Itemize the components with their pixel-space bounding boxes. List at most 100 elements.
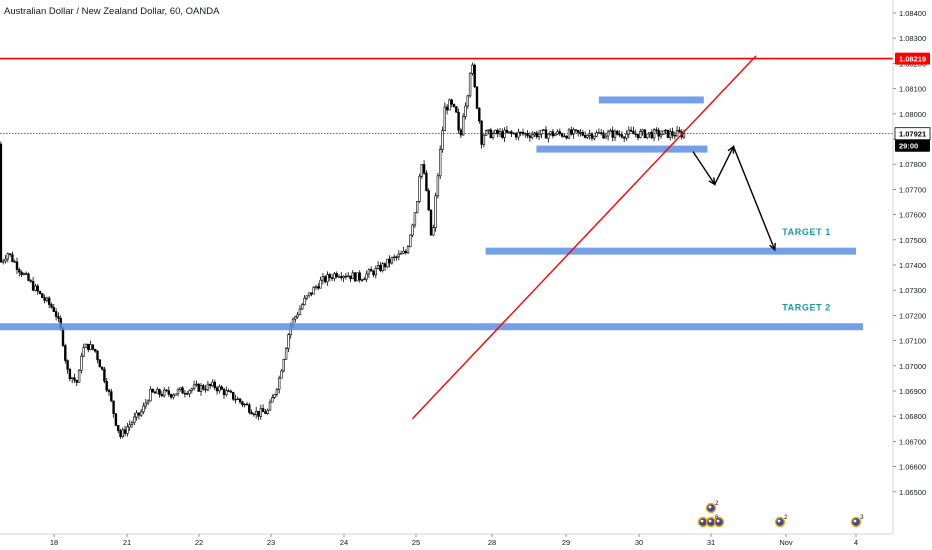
candle-down (590, 133, 594, 139)
candle-down (340, 276, 343, 279)
candle-up (448, 99, 451, 111)
candle-up (305, 295, 308, 299)
candle-up (464, 105, 467, 117)
candle-up (639, 131, 642, 139)
candle-up (604, 135, 608, 139)
candle-down (73, 377, 76, 381)
candle-down (344, 275, 348, 278)
candle-down (678, 129, 681, 133)
annotations: TARGET 1 TARGET 2 (782, 227, 830, 313)
candle-down (234, 398, 237, 401)
zone-band[interactable] (485, 247, 856, 255)
candle-down (629, 129, 633, 132)
candle-up (277, 377, 281, 390)
candle-down (323, 276, 327, 283)
candle-up (190, 388, 193, 391)
candle-down (429, 209, 433, 236)
time-tick-label: 4 (854, 538, 858, 547)
event-flag-star (777, 519, 781, 523)
candle-down (119, 430, 122, 437)
candle-down (114, 413, 118, 426)
candle-up (225, 390, 228, 396)
price-tick-label: 1.06600 (899, 463, 926, 472)
economic-event-icon[interactable]: 3 (850, 514, 864, 528)
candle-down (505, 129, 509, 133)
price-tick-label: 1.08400 (899, 9, 926, 18)
resistance-price-badge-bg (895, 52, 930, 65)
candle-up (484, 130, 488, 136)
candle-down (576, 129, 580, 133)
candle-down (100, 366, 104, 370)
candle-up (491, 132, 495, 139)
candle-up (1, 260, 5, 263)
projection-path[interactable] (692, 144, 776, 251)
candle-up (144, 402, 147, 407)
candle-up (374, 268, 377, 276)
economic-event-icon[interactable]: 2 (705, 500, 719, 514)
candle-down (227, 390, 230, 392)
candle-down (353, 272, 357, 282)
candle-down (202, 385, 205, 390)
candle-up (397, 253, 400, 258)
candle-down (181, 387, 184, 394)
economic-event-icon[interactable]: 6 (697, 514, 725, 528)
candle-down (186, 393, 189, 395)
bar-countdown-badge-text: 29:00 (899, 142, 918, 151)
candle-up (275, 388, 279, 395)
candle-up (556, 131, 559, 135)
candle-up (89, 344, 92, 351)
candle-down (209, 383, 212, 386)
candle-up (659, 134, 663, 137)
candle-down (43, 297, 46, 301)
price-tick-label: 1.06900 (899, 387, 926, 396)
zone-band[interactable] (0, 323, 863, 331)
price-axis[interactable]: 1.084001.083001.082001.081001.080001.079… (892, 0, 926, 534)
event-count: 2 (715, 500, 719, 507)
trendline[interactable] (411, 55, 757, 420)
candle-up (461, 116, 465, 136)
candle-up (135, 412, 138, 418)
zone-band[interactable] (536, 145, 708, 153)
time-axis[interactable]: 18 21 22 23 24 25 28 29 30 31 Nov 4 (0, 533, 893, 547)
candle-down (618, 134, 621, 136)
candle-up (163, 389, 166, 397)
candle-up (298, 308, 302, 316)
candle-down (94, 348, 97, 352)
candle-up (390, 257, 394, 264)
zone-band[interactable] (598, 96, 704, 104)
candle-up (287, 334, 290, 349)
candle-down (229, 390, 233, 393)
candle-down (222, 389, 226, 396)
candle-up (266, 409, 269, 414)
candle-up (363, 278, 366, 281)
candle-up (4, 258, 7, 262)
economic-event-icon[interactable]: 2 (774, 514, 788, 528)
candle-down (36, 285, 39, 292)
candle-down (317, 286, 320, 289)
candle-up (356, 272, 359, 282)
candle-up (595, 132, 598, 137)
candle-up (436, 175, 440, 197)
resistance-price-badge: 1.08219 (895, 52, 930, 65)
candle-up (206, 383, 210, 391)
price-tick-label: 1.07400 (899, 261, 926, 270)
candle-up (211, 381, 214, 386)
event-flag-star (716, 519, 720, 523)
candle-up (434, 195, 437, 229)
candle-down (310, 292, 313, 295)
candle-down (91, 344, 95, 350)
candle-down (395, 256, 398, 258)
candle-up (645, 133, 649, 139)
event-flag-star (853, 519, 857, 523)
event-count: 6 (715, 514, 719, 521)
candle-up (402, 250, 405, 254)
candle-up (284, 348, 288, 360)
price-tick-label: 1.08000 (899, 110, 926, 119)
candle-down (24, 273, 28, 275)
candle-down (213, 381, 216, 389)
candle-up (540, 129, 543, 135)
candle-down (110, 391, 113, 402)
candle-up (609, 130, 612, 133)
